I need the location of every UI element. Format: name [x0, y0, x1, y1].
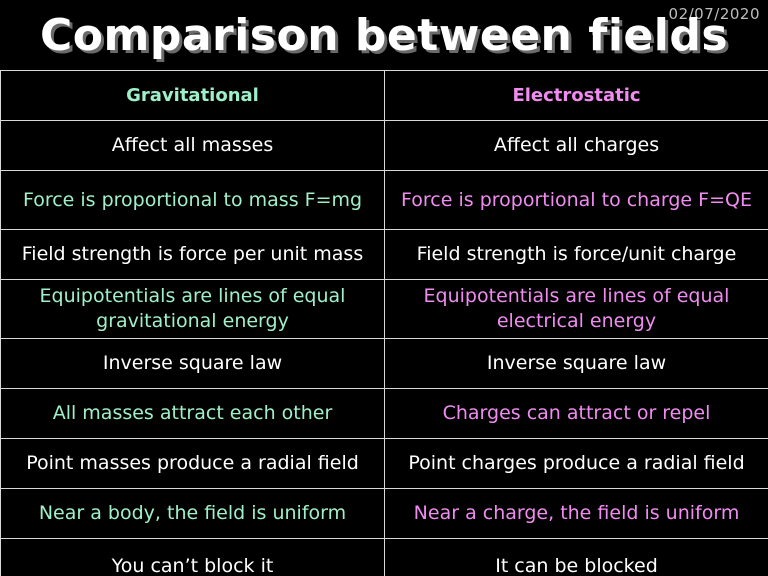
cell-electrostatic: Point charges produce a radial field: [384, 438, 768, 489]
comparison-table: Gravitational Electrostatic Affect all m…: [0, 70, 768, 576]
cell-electrostatic: Inverse square law: [384, 338, 768, 389]
table-row: Inverse square law Inverse square law: [0, 338, 768, 389]
table-row: Equipotentials are lines of equal gravit…: [0, 279, 768, 339]
table-row: Near a body, the field is uniform Near a…: [0, 488, 768, 539]
cell-electrostatic: Force is proportional to charge F=QE: [384, 170, 768, 230]
table-row: Affect all masses Affect all charges: [0, 120, 768, 171]
slide-title: Comparison between fields: [39, 10, 729, 61]
cell-gravitational: Force is proportional to mass F=mg: [0, 170, 385, 230]
cell-gravitational: Field strength is force per unit mass: [0, 229, 385, 280]
cell-gravitational: Affect all masses: [0, 120, 385, 171]
cell-gravitational: All masses attract each other: [0, 388, 385, 439]
cell-electrostatic: Equipotentials are lines of equal electr…: [384, 279, 768, 339]
table-row: You can’t block it It can be blocked: [0, 538, 768, 576]
cell-gravitational: Point masses produce a radial field: [0, 438, 385, 489]
table-row: Field strength is force per unit mass Fi…: [0, 229, 768, 280]
cell-electrostatic: Charges can attract or repel: [384, 388, 768, 439]
cell-gravitational: Inverse square law: [0, 338, 385, 389]
cell-electrostatic: It can be blocked: [384, 538, 768, 576]
cell-gravitational: Equipotentials are lines of equal gravit…: [0, 279, 385, 339]
table-row: Point masses produce a radial field Poin…: [0, 438, 768, 489]
cell-electrostatic: Near a charge, the field is uniform: [384, 488, 768, 539]
table-row: All masses attract each other Charges ca…: [0, 388, 768, 439]
cell-gravitational: You can’t block it: [0, 538, 385, 576]
cell-electrostatic: Field strength is force/unit charge: [384, 229, 768, 280]
table-header-row: Gravitational Electrostatic: [0, 70, 768, 121]
slide-date: 02/07/2020: [668, 5, 760, 23]
cell-gravitational: Near a body, the field is uniform: [0, 488, 385, 539]
table-row: Force is proportional to mass F=mg Force…: [0, 170, 768, 230]
header-electrostatic: Electrostatic: [384, 70, 768, 121]
cell-electrostatic: Affect all charges: [384, 120, 768, 171]
header-gravitational: Gravitational: [0, 70, 385, 121]
